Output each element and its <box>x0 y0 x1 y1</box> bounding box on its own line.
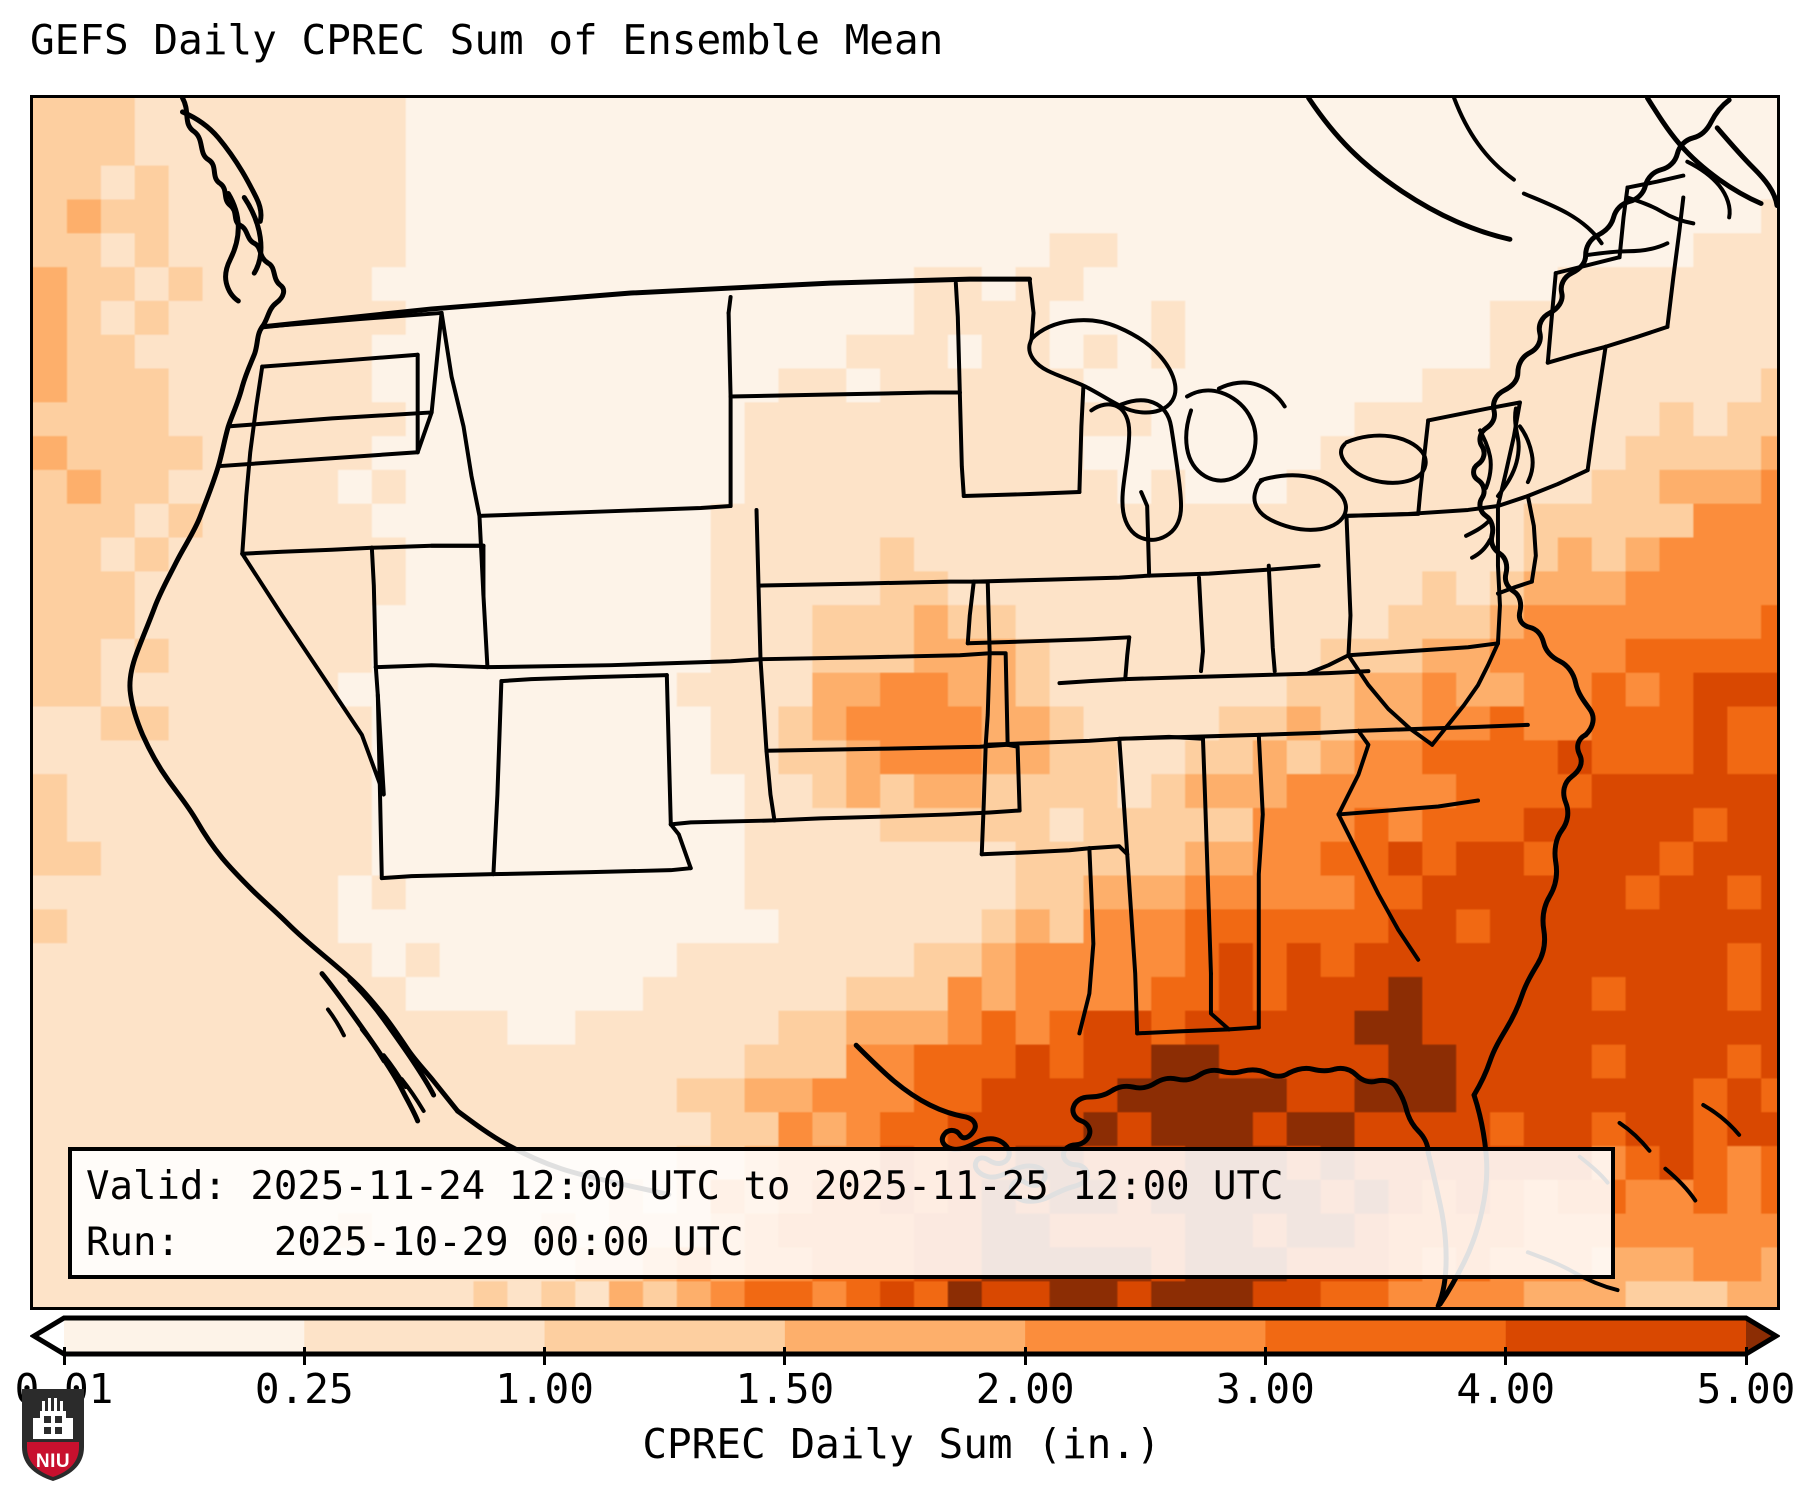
colorbar-tick <box>62 1347 66 1365</box>
shield-red-band-icon <box>27 1442 79 1477</box>
colorbar-band <box>1265 1318 1507 1354</box>
map-panel[interactable] <box>30 95 1780 1310</box>
colorbar-band <box>544 1318 786 1354</box>
colorbar-tick-label: 4.00 <box>1456 1365 1556 1413</box>
map-boundaries-layer <box>127 98 1777 1307</box>
colorbar-tick <box>302 1347 306 1365</box>
colorbar-band <box>784 1318 1026 1354</box>
valid-run-annotation-box: Valid: 2025-11-24 12:00 UTC to 2025-11-2… <box>68 1147 1615 1279</box>
colorbar-over-arrow <box>1746 1318 1776 1354</box>
colorbar-band <box>304 1318 546 1354</box>
colorbar-tick <box>783 1347 787 1365</box>
colorbar-tick <box>1504 1347 1508 1365</box>
annotation-run-line: Run: 2025-10-29 00:00 UTC <box>86 1220 744 1265</box>
colorbar-under-arrow <box>34 1318 64 1354</box>
colorbar-band <box>1025 1318 1267 1354</box>
page-title: GEFS Daily CPREC Sum of Ensemble Mean <box>30 16 944 64</box>
colorbar-tick-label: 5.00 <box>1696 1365 1796 1413</box>
colorbar-band <box>1505 1318 1747 1354</box>
colorbar-ticks <box>30 1347 1780 1365</box>
colorbar-tick-label: 1.50 <box>735 1365 835 1413</box>
state-boundary-paths <box>216 173 1686 1036</box>
colorbar-axis-label: CPREC Daily Sum (in.) <box>642 1420 1161 1468</box>
colorbar-tick <box>543 1347 547 1365</box>
precipitation-heatmap-layer <box>33 98 1777 1307</box>
colorbar-tick-label: 0.25 <box>254 1365 354 1413</box>
niu-logo-text: NIU <box>36 1451 70 1472</box>
colorbar-tick <box>1023 1347 1027 1365</box>
colorbar-band <box>64 1318 305 1354</box>
colorbar-tick <box>1744 1347 1748 1365</box>
annotation-valid-line: Valid: 2025-11-24 12:00 UTC to 2025-11-2… <box>86 1164 1284 1209</box>
colorbar-tick-label: 3.00 <box>1216 1365 1315 1413</box>
colorbar-tick-label: 1.00 <box>495 1365 594 1413</box>
castle-windows-icon <box>44 1416 62 1434</box>
colorbar-tick <box>1263 1347 1267 1365</box>
colorbar-tick-label: 2.00 <box>975 1365 1075 1413</box>
castle-tower-icon <box>33 1398 73 1439</box>
niu-shield-logo[interactable]: NIU <box>18 1385 88 1485</box>
lake-outline-paths <box>1027 318 1428 542</box>
colorbar-tick-labels: 0.010.251.001.502.003.004.005.00 <box>15 1365 1796 1414</box>
